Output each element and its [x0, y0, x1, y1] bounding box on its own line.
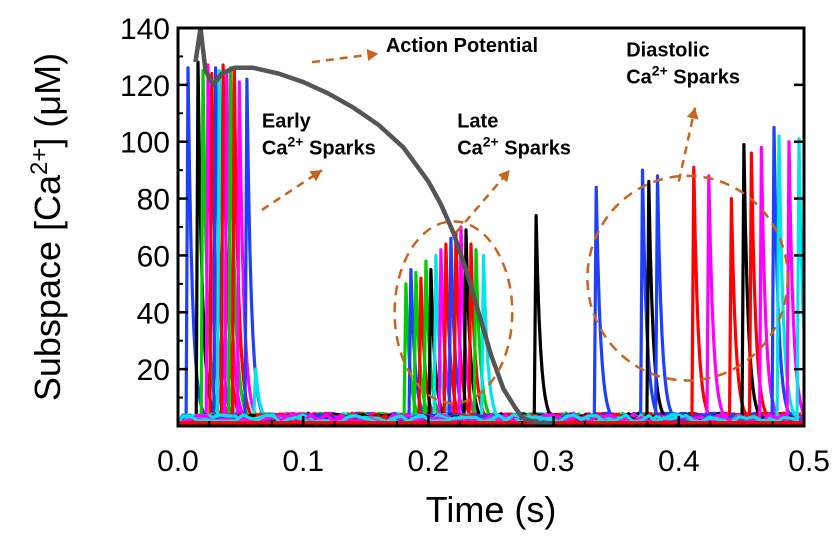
diastolic-sparks-label-tail-1: Sparks — [668, 66, 740, 88]
early-sparks-label-text-0: Early — [262, 111, 312, 133]
x-tick-label-1: 0.1 — [282, 445, 324, 478]
early-sparks-label-sup-1: 2+ — [287, 134, 303, 150]
late-sparks-label-line-0: Late — [457, 111, 498, 133]
early-sparks-label-arrowhead — [309, 170, 322, 182]
spark-trace-32 — [178, 168, 799, 425]
diastolic-sparks-label-arrowhead — [686, 107, 699, 120]
diastolic-sparks-label-arrow — [677, 107, 697, 182]
y-tick-label-3: 80 — [137, 184, 170, 217]
late-sparks-label-arrowhead — [498, 170, 510, 183]
spark-trace-44 — [178, 137, 804, 425]
early-sparks-label-text-1: Ca — [262, 138, 288, 160]
late-sparks-label-tail-1: Sparks — [499, 138, 571, 160]
late-sparks-label-sup-1: 2+ — [483, 134, 499, 150]
diastolic-sparks-label-line-1: Ca2+ Sparks — [626, 62, 740, 88]
x-axis-title: Time (s) — [426, 489, 557, 530]
sparks-layer — [178, 60, 804, 426]
action-potential-label-line-0: Action Potential — [386, 35, 538, 57]
late-sparks-label-line-1: Ca2+ Sparks — [457, 134, 571, 160]
y-axis-title: Subspace [Ca2+] (μM) — [26, 53, 68, 401]
x-tick-label-3: 0.3 — [533, 445, 575, 478]
diastolic-sparks-label-text-0: Diastolic — [626, 39, 709, 61]
action-potential-label-text-0: Action Potential — [386, 35, 538, 57]
late-sparks-label-text-0: Late — [457, 111, 498, 133]
early-sparks-label-arrow — [261, 169, 323, 211]
late-sparks-label-text-1: Ca — [457, 138, 483, 160]
late-sparks-region — [393, 220, 514, 405]
y-tick-label-2: 60 — [137, 240, 170, 273]
y-tick-label-6: 140 — [120, 13, 170, 46]
regions-layer — [393, 174, 789, 405]
early-sparks-label-line-1: Ca2+ Sparks — [262, 134, 376, 160]
action-potential-label-arrowhead — [366, 49, 379, 61]
action-potential-layer — [193, 28, 554, 426]
spark-trace-34 — [178, 174, 799, 425]
action-potential-label-arrow — [311, 52, 379, 64]
x-tick-label-5: 0.5 — [788, 445, 830, 478]
y-tick-label-4: 100 — [120, 127, 170, 160]
y-axis-title-unit: ] (μM) — [27, 53, 68, 148]
diastolic-sparks-label-sup-1: 2+ — [652, 62, 668, 78]
x-tick-label-0: 0.0 — [157, 445, 199, 478]
diastolic-sparks-label-text-1: Ca — [626, 66, 652, 88]
diastolic-sparks-region — [586, 174, 789, 382]
early-sparks-label-line-0: Early — [262, 111, 312, 133]
late-sparks-label-arrow — [454, 169, 511, 234]
y-axis-title-main: Subspace [Ca — [27, 174, 68, 401]
y-tick-label-0: 20 — [137, 354, 170, 387]
y-tick-label-1: 40 — [137, 297, 170, 330]
action-potential-trace — [193, 28, 554, 426]
y-tick-label-5: 120 — [120, 70, 170, 103]
axes-layer: 20 40 60 80 100 120 140 0.0 0.1 0.2 0.3 0.4 0.5 — [120, 13, 830, 478]
x-tick-label-2: 0.2 — [408, 445, 450, 478]
y-axis-title-sup: 2+ — [26, 148, 53, 175]
early-sparks-label-tail-1: Sparks — [303, 138, 375, 160]
diastolic-sparks-label-line-0: Diastolic — [626, 39, 709, 61]
x-tick-label-4: 0.4 — [658, 445, 700, 478]
